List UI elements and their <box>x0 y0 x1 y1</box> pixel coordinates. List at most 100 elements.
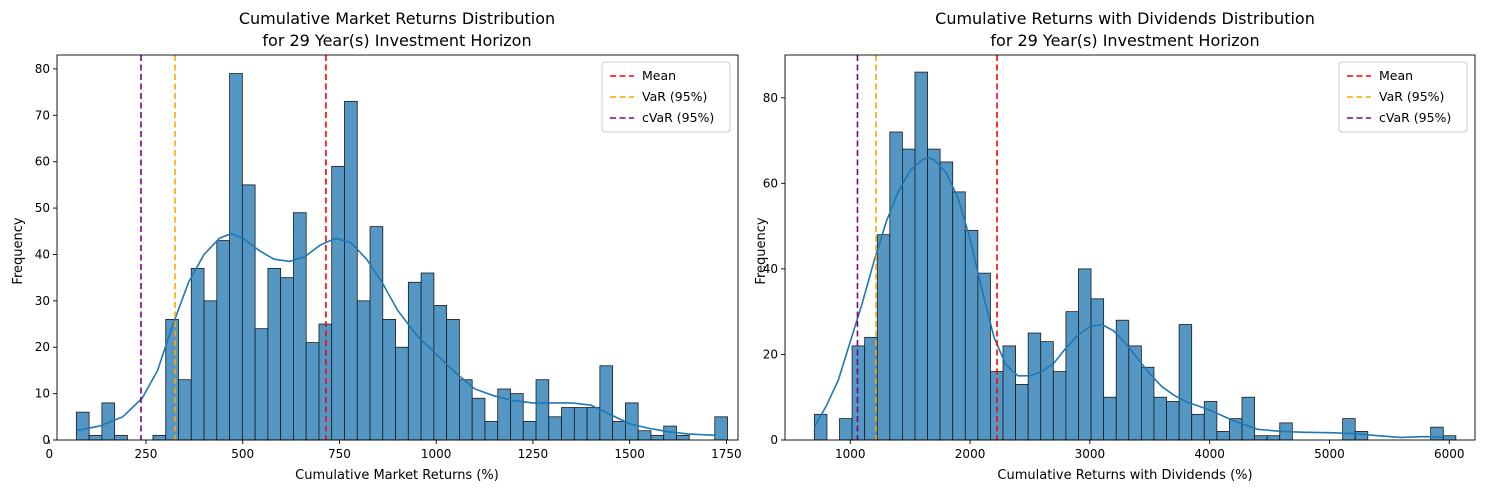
histogram-bar <box>1115 319 1130 441</box>
histogram-bar <box>714 416 728 441</box>
histogram-bar <box>88 434 103 441</box>
histogram-bar <box>293 212 307 441</box>
histogram-bar <box>484 421 499 441</box>
y-axis-label: Frequency <box>754 217 769 284</box>
axes-frame <box>56 54 739 441</box>
histogram-bar <box>952 191 966 441</box>
histogram-bar <box>1052 371 1067 441</box>
histogram-bar <box>1140 366 1155 441</box>
legend-label: cVaR (95%) <box>642 110 714 125</box>
kde-curve <box>813 156 1444 439</box>
histogram-bar <box>241 184 256 441</box>
histogram-bar <box>1203 401 1218 441</box>
chart-dividend-returns: Cumulative Returns with Dividends Distri… <box>754 9 1476 483</box>
histogram-bar <box>382 318 396 441</box>
histogram-bar <box>839 418 853 441</box>
chart-title: Cumulative Returns with Dividends Distri… <box>935 9 1315 28</box>
plot-area: 0 250 500 750 1000 1250 1500 1750 0 10 20 30 40 50 60 7… <box>35 54 742 461</box>
histogram-bar <box>1178 324 1193 441</box>
y-tick-label: 40 <box>35 247 50 261</box>
histogram-bar <box>599 365 614 441</box>
x-tick-label: 0 <box>45 447 53 461</box>
histogram-bar <box>369 226 384 441</box>
x-tick-label: 5000 <box>1314 447 1345 461</box>
y-tick-label: 20 <box>35 340 50 354</box>
y-tick-label: 60 <box>35 155 50 169</box>
x-tick-label: 6000 <box>1434 447 1465 461</box>
histogram-bar <box>1103 396 1117 441</box>
legend: Mean VaR (95%) cVaR (95%) <box>1338 61 1468 133</box>
histogram-bar <box>420 272 435 441</box>
y-tick-label: 0 <box>770 433 778 447</box>
histogram-bar <box>625 402 639 441</box>
x-tick-label: 3000 <box>1075 447 1106 461</box>
y-tick-label: 40 <box>763 262 778 276</box>
histogram-bar <box>446 318 460 441</box>
histogram-bar <box>344 100 358 441</box>
x-tick-label: 2000 <box>955 447 986 461</box>
histogram-bar <box>75 411 90 441</box>
x-axis-label: Cumulative Returns with Dividends (%) <box>997 468 1252 483</box>
histogram-bar <box>471 397 486 441</box>
histogram-bar <box>331 165 345 441</box>
x-tick-label: 1500 <box>614 447 645 461</box>
histogram-bar <box>152 434 167 441</box>
chart-subtitle: for 29 Year(s) Investment Horizon <box>262 31 531 50</box>
kde-curve <box>76 232 715 437</box>
histogram-bar <box>889 131 903 441</box>
legend-box <box>1338 61 1468 133</box>
x-tick-label: 1750 <box>711 447 742 461</box>
chart-market-returns: Cumulative Market Returns Distribution f… <box>11 9 742 483</box>
histogram-bar <box>612 421 626 441</box>
histogram-bar <box>535 379 550 441</box>
histogram-bar <box>586 407 601 441</box>
histogram-bar <box>1166 401 1180 441</box>
x-tick-label: 500 <box>231 447 254 461</box>
histogram-bar <box>1191 413 1205 441</box>
histogram-bar <box>114 434 128 441</box>
x-tick-label: 4000 <box>1194 447 1225 461</box>
legend-box <box>601 61 731 133</box>
histogram-bar <box>1254 435 1268 441</box>
histogram-bar <box>561 407 575 441</box>
histogram-bar <box>1015 383 1029 441</box>
histogram-bar <box>178 379 192 441</box>
histogram-bar <box>356 300 371 441</box>
y-tick-label: 70 <box>35 108 50 122</box>
histogram-bar <box>305 342 320 441</box>
x-axis-label: Cumulative Market Returns (%) <box>295 468 499 483</box>
chart-subtitle: for 29 Year(s) Investment Horizon <box>990 31 1259 50</box>
histogram-bar <box>280 277 294 441</box>
histogram-bar <box>395 346 409 441</box>
plot-area: 1000 2000 3000 4000 5000 6000 0 20 40 60 80 Mean VaR… <box>763 54 1476 461</box>
histogram-bar <box>1040 341 1054 441</box>
histogram-bar <box>203 300 218 441</box>
x-tick-label: 1000 <box>421 447 452 461</box>
histogram-bar <box>914 71 928 441</box>
y-tick-label: 60 <box>763 176 778 190</box>
histogram-bar <box>851 345 866 441</box>
histogram-bar <box>901 148 916 441</box>
axes-frame <box>784 54 1476 441</box>
histogram-bar <box>813 413 828 441</box>
histogram-bar <box>939 161 954 441</box>
histogram-bar <box>927 148 941 441</box>
legend-label: Mean <box>642 68 676 83</box>
histogram-bar <box>573 407 588 441</box>
legend-label: cVaR (95%) <box>1379 110 1451 125</box>
histogram-bar <box>650 434 665 441</box>
histogram-bar <box>1090 298 1105 441</box>
y-tick-label: 80 <box>35 62 50 76</box>
y-tick-label: 0 <box>42 433 50 447</box>
x-tick-label: 1250 <box>518 447 549 461</box>
histogram-bar <box>229 73 243 441</box>
y-axis-label: Frequency <box>11 217 26 284</box>
histogram-bar <box>637 430 652 441</box>
histogram-bar <box>1241 396 1255 441</box>
histogram-bar <box>676 434 690 441</box>
histogram-bar <box>1065 311 1079 441</box>
y-tick-label: 30 <box>35 294 50 308</box>
histogram-bar <box>459 379 473 441</box>
